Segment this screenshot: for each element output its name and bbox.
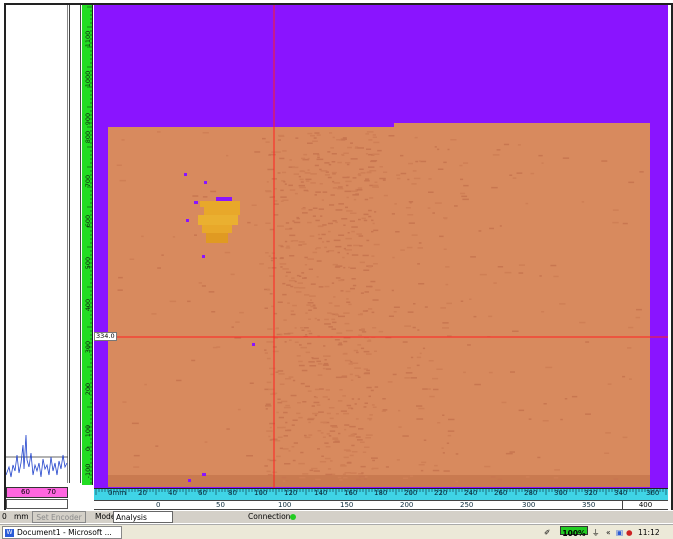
taskbar: W Document1 - Microsoft ... ✐ 100% ⏚ « ▣… [0,524,673,539]
horizontal-tick-label: 340 [614,489,628,497]
secondary-tick-label: 300 [522,501,536,509]
horizontal-unit-label: 0mm [108,489,127,497]
position-value: 0 [2,512,7,521]
word-icon: W [5,529,14,537]
status-bar: 0 mm Set Encoder Mode Analysis Connectio… [0,510,673,523]
vertical-tick-label: 500 [84,256,92,270]
vertical-tick-label: -100 [84,463,92,479]
horizontal-tick-label: 60 [198,489,207,497]
horizontal-tick-label: 280 [524,489,538,497]
horizontal-tick-label: 40 [168,489,177,497]
secondary-tick-label: 350 [582,501,596,509]
secondary-tick-label: 0 [156,501,161,509]
material-region [108,127,396,487]
taskbar-document-label: Document1 - Microsoft ... [17,528,112,537]
secondary-tick-label: 250 [460,501,474,509]
vertical-tick-label: 1100 [84,30,92,48]
clock: 11:12 AM [638,528,660,537]
horizontal-tick-label: 320 [584,489,598,497]
position-unit: mm [14,512,29,521]
material-bottom-band [108,475,650,487]
vertical-tick-label: 900 [84,112,92,126]
gate-label-end: 70 [47,488,56,496]
horizontal-tick-label: 180 [374,489,388,497]
vertical-tick-label: 800 [84,130,92,144]
secondary-tick-label: 100 [278,501,292,509]
tray-expand-icon[interactable]: « [606,528,611,537]
vertical-tick-label: 300 [84,340,92,354]
battery-indicator[interactable]: 100% [560,526,588,538]
cursor-value-label: 334.0 [94,332,117,341]
tool-icon[interactable]: ✐ [544,528,551,537]
horizontal-tick-label: 120 [284,489,298,497]
set-encoder-button[interactable]: Set Encoder [32,511,86,523]
secondary-end-label: 400 [622,501,668,509]
connection-status-icon [290,514,296,520]
vertical-tick-label: 400 [84,298,92,312]
secondary-tick-label: 50 [216,501,225,509]
vertical-tick-label: 0 [84,446,92,452]
horizontal-tick-label: 100 [254,489,268,497]
horizontal-ruler: 0mm 20 40 60 80 100 120 140 160 180 200 … [94,488,668,500]
c-scan-image[interactable] [94,5,668,488]
scan-speckles [116,131,644,483]
gate-label-start: 60 [21,488,30,496]
horizontal-tick-label: 260 [494,489,508,497]
security-shield-icon[interactable]: ● [626,528,633,537]
vertical-tick-label: 1000 [84,70,92,88]
power-plug-icon[interactable]: ⏚ [592,528,600,537]
a-scan-waveform-pane [6,5,68,483]
horizontal-tick-label: 140 [314,489,328,497]
gate-bar[interactable]: 60 70 [6,487,68,498]
mode-field[interactable]: Analysis [113,511,173,523]
horizontal-tick-label: 20 [138,489,147,497]
gate-value-box [6,499,68,509]
vertical-tick-label: 200 [84,382,92,396]
a-scan-waveform [6,434,68,478]
defect-indication [184,173,255,482]
vertical-ruler: 1100 1000 900 800 700 600 500 400 300 20… [82,5,93,485]
secondary-tick-label: 200 [400,501,414,509]
horizontal-tick-label: 220 [434,489,448,497]
mode-label: Mode [95,512,116,521]
horizontal-tick-label: 240 [464,489,478,497]
vertical-tick-label: 700 [84,174,92,188]
vertical-ruler-secondary [69,5,81,483]
secondary-tick-label: 150 [340,501,354,509]
connection-label: Connection [248,512,291,521]
horizontal-tick-label: 200 [404,489,418,497]
horizontal-ruler-ticks [95,489,667,495]
material-region-right [394,123,650,487]
system-tray: ✐ 100% ⏚ « ▣ ● 11:12 AM [540,526,673,539]
vertical-ruler-ticks [87,6,92,484]
vertical-tick-label: 600 [84,214,92,228]
horizontal-tick-label: 360 [646,489,660,497]
horizontal-tick-label: 80 [228,489,237,497]
vertical-tick-label: 100 [84,424,92,438]
horizontal-tick-label: 300 [554,489,568,497]
network-icon[interactable]: ▣ [616,528,624,537]
horizontal-tick-label: 160 [344,489,358,497]
horizontal-ruler-secondary: 0 50 100 150 200 250 300 350 400 [94,500,668,510]
c-scan-canvas[interactable] [94,5,668,488]
taskbar-document-button[interactable]: W Document1 - Microsoft ... [2,526,122,539]
